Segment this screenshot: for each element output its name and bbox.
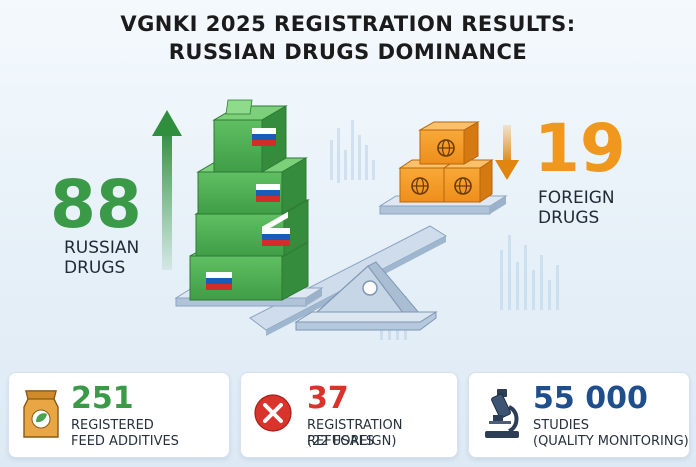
foreign-label-line-1: FOREIGN — [538, 188, 615, 208]
orange-box — [418, 121, 480, 165]
title-line-2: RUSSIAN DRUGS DOMINANCE — [168, 40, 528, 64]
foreign-box-stack — [398, 121, 494, 203]
green-box — [212, 99, 288, 173]
page-title: VGNKI 2025 REGISTRATION RESULTS: RUSSIAN… — [0, 10, 696, 66]
refusals-line-1: REGISTRATION REFUSALS — [307, 418, 403, 449]
down-arrow-icon — [495, 125, 519, 180]
feed-additives-value: 251 — [71, 381, 134, 416]
up-arrow-icon — [152, 110, 182, 270]
russian-label-line-1: RUSSIAN — [64, 238, 140, 258]
stat-cards: 251 REGISTERED FEED ADDITIVES 37 REGISTR… — [8, 372, 690, 458]
title-line-1: VGNKI 2025 REGISTRATION RESULTS: — [120, 12, 576, 36]
feed-additives-line-1: REGISTERED — [71, 418, 154, 433]
globe-icon — [437, 139, 455, 157]
studies-line-2: (QUALITY MONITORING) — [533, 434, 689, 449]
refusal-x-icon — [254, 394, 292, 432]
russian-label-line-2: DRUGS — [64, 258, 126, 278]
globe-icon — [454, 177, 472, 195]
foreign-count: 19 — [534, 110, 626, 187]
refusals-line-2: (22 FOREIGN) — [307, 434, 397, 449]
globe-icon — [411, 177, 429, 195]
russian-flag-icon — [262, 211, 288, 233]
microscope-icon — [485, 389, 519, 438]
russian-count: 88 — [50, 166, 142, 243]
foreign-label-line-2: DRUGS — [538, 208, 600, 228]
studies-card: 55 000 STUDIES (QUALITY MONITORING) — [468, 372, 690, 458]
russian-box-stack — [189, 99, 310, 301]
fulcrum — [294, 261, 438, 331]
russian-flag-icon — [206, 272, 232, 290]
refusals-card: 37 REGISTRATION REFUSALS (22 FOREIGN) — [240, 372, 458, 458]
refusals-value: 37 — [307, 381, 349, 416]
studies-value: 55 000 — [533, 381, 648, 416]
orange-box — [442, 159, 494, 203]
studies-line-1: STUDIES — [533, 418, 590, 433]
feed-bag-icon — [23, 390, 59, 438]
scale-illustration — [152, 99, 559, 340]
feed-additives-card: 251 REGISTERED FEED ADDITIVES — [8, 372, 230, 458]
feed-additives-line-2: FEED ADDITIVES — [71, 434, 179, 449]
